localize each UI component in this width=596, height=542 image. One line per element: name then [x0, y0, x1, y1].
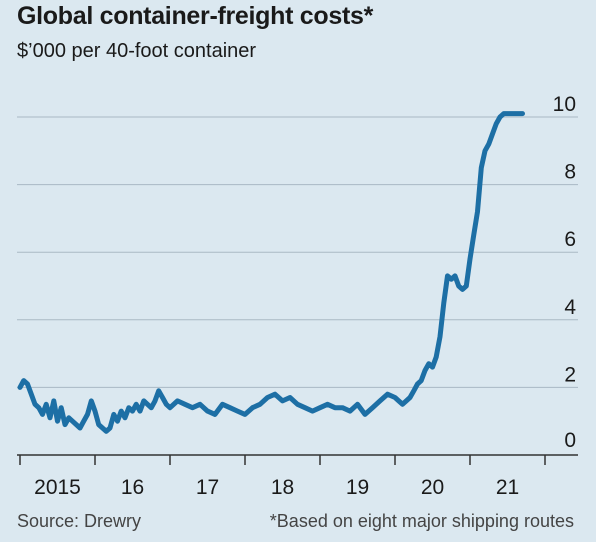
- series-line: [17, 111, 525, 434]
- x-tick-label: 16: [121, 476, 144, 499]
- x-tick-label: 19: [346, 476, 369, 499]
- y-tick-label: 10: [553, 93, 576, 116]
- y-tick-label: 0: [564, 429, 576, 452]
- x-tick-label: 21: [496, 476, 519, 499]
- y-tick-label: 8: [564, 161, 576, 184]
- series-group: [17, 111, 525, 434]
- chart-title: Global container-freight costs*: [17, 2, 374, 30]
- footnote: *Based on eight major shipping routes: [269, 511, 574, 531]
- x-axis: 2015 16 17 18 19 20 21: [17, 454, 578, 499]
- y-tick-label: 4: [564, 296, 576, 319]
- source-note: Source: Drewry: [17, 511, 142, 531]
- x-tick-label: 17: [196, 476, 219, 499]
- x-tick-label: 20: [421, 476, 444, 499]
- y-tick-label: 2: [564, 363, 576, 386]
- chart-subtitle: $’000 per 40-foot container: [17, 40, 257, 62]
- y-axis-labels: 0 2 4 6 8 10: [553, 93, 577, 452]
- gridlines: [17, 116, 578, 388]
- x-tick-label: 18: [271, 476, 294, 499]
- x-tick-label: 2015: [34, 476, 81, 499]
- y-tick-label: 6: [564, 228, 576, 251]
